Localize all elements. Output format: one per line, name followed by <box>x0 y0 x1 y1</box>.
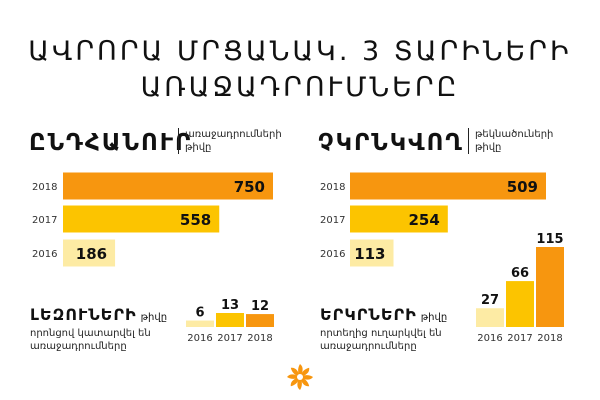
logo-petal <box>300 377 310 387</box>
countries-year-label: 2016 <box>477 333 502 344</box>
languages-year-label: 2018 <box>247 333 272 344</box>
languages-value-label-2018: 12 <box>251 299 269 314</box>
unique-subtitle-line-1: թեկնածուների <box>475 129 554 140</box>
unique-section-heading: ՉԿՐՆԿՎՈՂ <box>318 130 464 156</box>
total-subtitle-line-1: առաջադրումների <box>185 129 282 140</box>
countries-section-heading: ԵՐԿՐՆԵՐԻ թիվը <box>320 305 447 324</box>
languages-year-label: 2016 <box>187 333 212 344</box>
aurora-flower-icon <box>287 364 313 390</box>
countries-year-label: 2018 <box>537 333 562 344</box>
countries-heading-word: թիվը <box>420 312 448 323</box>
unique-bar-2018 <box>350 172 546 200</box>
total-value-label-2017: 558 <box>180 211 211 229</box>
countries-subtitle-line-2: առաջադրումները <box>320 341 417 352</box>
total-bar-2018 <box>63 172 273 200</box>
countries-bar-2017 <box>506 281 534 327</box>
total-bar-2017 <box>63 205 220 233</box>
total-value-label-2016: 186 <box>76 245 107 263</box>
languages-subtitle-line-1: որոնցով կատարվել են <box>30 328 151 339</box>
unique-value-label-2018: 509 <box>507 178 538 196</box>
countries-bar-2018 <box>536 247 564 327</box>
unique-subtitle-line-2: թիվը <box>475 142 502 153</box>
logo-petal <box>300 367 310 377</box>
languages-bar-2016 <box>186 320 214 327</box>
countries-bar-2016 <box>476 308 504 327</box>
unique-bar-2017 <box>350 205 448 233</box>
countries-year-label: 2017 <box>507 333 532 344</box>
languages-year-label: 2017 <box>217 333 242 344</box>
languages-heading-word: թիվը <box>140 312 168 323</box>
infographic-title-line-2: ԱՌԱՋԱԴՐՈՒՄՆԵՐԸ <box>140 72 460 103</box>
total-year-label: 2017 <box>32 215 57 226</box>
total-section-subtitle: առաջադրումների թիվը <box>178 128 282 154</box>
countries-heading-text: ԵՐԿՐՆԵՐԻ <box>320 305 417 324</box>
total-year-label: 2016 <box>32 249 57 260</box>
unique-value-label-2016: 113 <box>354 245 385 263</box>
countries-section-subtitle: որտեղից ուղարկվել են առաջադրումները <box>320 327 442 353</box>
total-value-label-2018: 750 <box>234 178 265 196</box>
logo-center <box>297 374 303 380</box>
languages-bar-2017 <box>216 313 244 327</box>
countries-subtitle-line-1: որտեղից ուղարկվել են <box>320 328 442 339</box>
languages-value-label-2016: 6 <box>195 306 204 321</box>
total-year-label: 2018 <box>32 182 57 193</box>
languages-section-heading: ԼԵԶՈՒՆԵՐԻ թիվը <box>30 305 167 324</box>
unique-year-label: 2016 <box>320 249 345 260</box>
unique-section-subtitle: թեկնածուների թիվը <box>468 128 553 154</box>
languages-section-subtitle: որոնցով կատարվել են առաջադրումները <box>30 327 151 353</box>
countries-value-label-2017: 66 <box>511 266 529 281</box>
total-subtitle-line-2: թիվը <box>185 142 212 153</box>
languages-bar-2018 <box>246 314 274 327</box>
countries-value-label-2018: 115 <box>536 232 563 247</box>
total-section-heading: ԸՆԴՀԱՆՈՒՐ <box>29 130 193 156</box>
unique-value-label-2017: 254 <box>408 211 439 229</box>
unique-year-label: 2018 <box>320 182 345 193</box>
languages-heading-text: ԼԵԶՈՒՆԵՐԻ <box>30 305 137 324</box>
countries-value-label-2016: 27 <box>481 293 499 308</box>
total-bar-2016 <box>63 239 116 267</box>
unique-bar-2016 <box>350 239 394 267</box>
infographic-title-line-1: ԱՎՐՈՐԱ ՄՐՑԱՆԱԿ. 3 ՏԱՐԻՆԵՐԻ <box>28 36 572 67</box>
unique-year-label: 2017 <box>320 215 345 226</box>
logo-petal <box>290 377 300 387</box>
logo-petal <box>290 367 300 377</box>
languages-value-label-2017: 13 <box>221 298 239 313</box>
languages-subtitle-line-2: առաջադրումները <box>30 341 127 352</box>
